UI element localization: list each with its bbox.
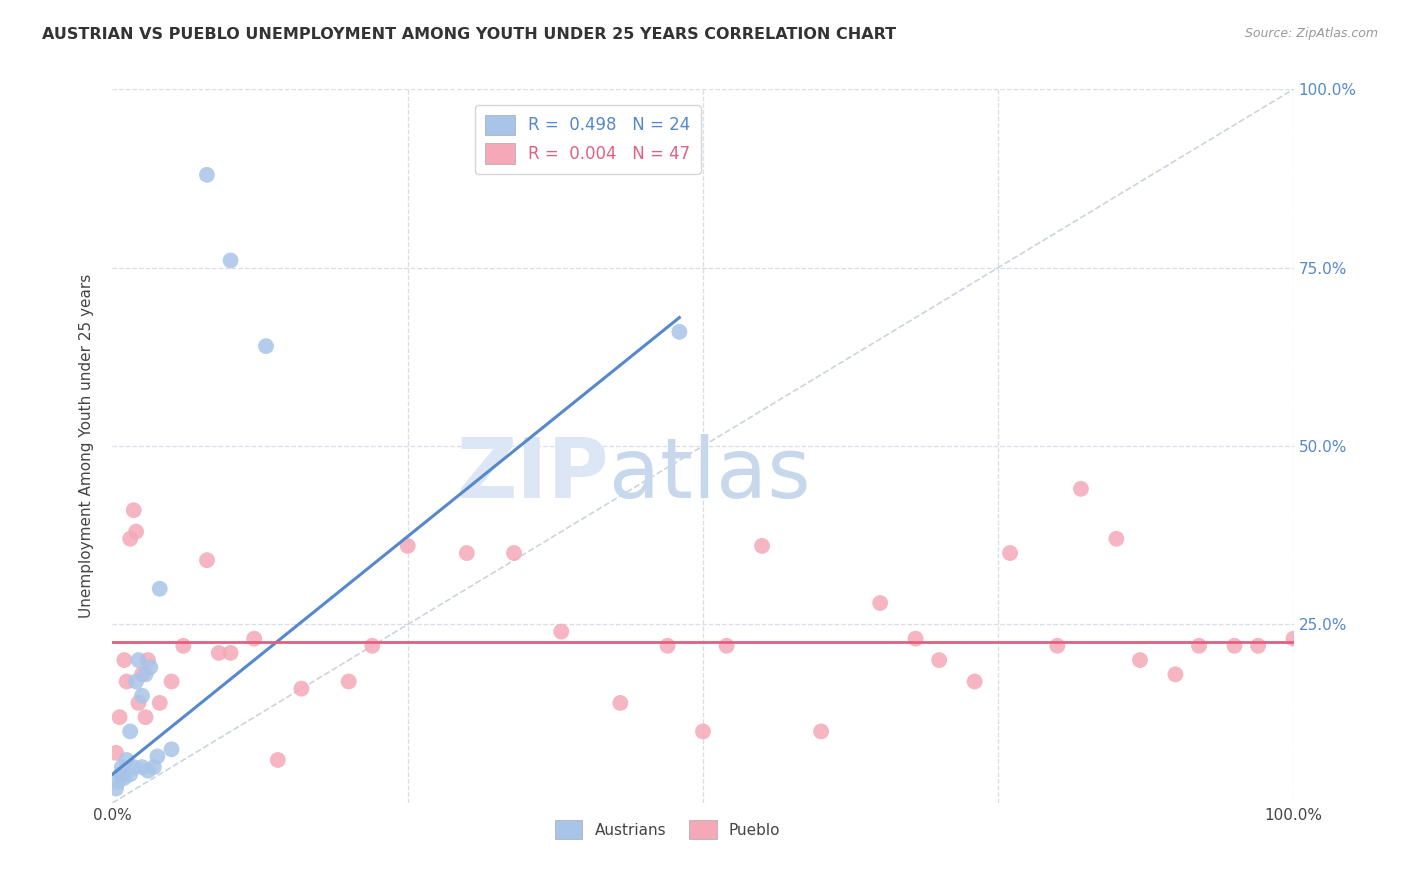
- Point: [396, 539, 419, 553]
- Point: [146, 749, 169, 764]
- Point: [110, 767, 132, 781]
- Point: [108, 710, 131, 724]
- Point: [112, 771, 135, 785]
- Point: [115, 753, 138, 767]
- Point: [1046, 639, 1069, 653]
- Point: [456, 546, 478, 560]
- Point: [1282, 632, 1305, 646]
- Point: [503, 546, 526, 560]
- Point: [135, 710, 157, 724]
- Legend: Austrians, Pueblo: Austrians, Pueblo: [548, 814, 786, 845]
- Point: [963, 674, 986, 689]
- Point: [1070, 482, 1092, 496]
- Point: [716, 639, 738, 653]
- Point: [928, 653, 950, 667]
- Point: [131, 760, 153, 774]
- Point: [243, 632, 266, 646]
- Point: [136, 764, 159, 778]
- Point: [550, 624, 572, 639]
- Point: [904, 632, 927, 646]
- Point: [149, 582, 172, 596]
- Point: [609, 696, 631, 710]
- Point: [105, 781, 128, 796]
- Point: [869, 596, 891, 610]
- Point: [127, 696, 149, 710]
- Point: [208, 646, 231, 660]
- Point: [998, 546, 1021, 560]
- Point: [219, 646, 242, 660]
- Point: [160, 674, 183, 689]
- Point: [125, 674, 148, 689]
- Point: [120, 532, 142, 546]
- Point: [149, 696, 172, 710]
- Point: [195, 553, 218, 567]
- Point: [1105, 532, 1128, 546]
- Point: [267, 753, 290, 767]
- Point: [107, 774, 129, 789]
- Point: [657, 639, 679, 653]
- Point: [139, 660, 162, 674]
- Point: [1188, 639, 1211, 653]
- Point: [361, 639, 384, 653]
- Text: AUSTRIAN VS PUEBLO UNEMPLOYMENT AMONG YOUTH UNDER 25 YEARS CORRELATION CHART: AUSTRIAN VS PUEBLO UNEMPLOYMENT AMONG YO…: [42, 27, 896, 42]
- Point: [136, 653, 159, 667]
- Text: ZIP: ZIP: [456, 434, 609, 515]
- Point: [195, 168, 218, 182]
- Y-axis label: Unemployment Among Youth under 25 years: Unemployment Among Youth under 25 years: [79, 274, 94, 618]
- Point: [1247, 639, 1270, 653]
- Point: [1223, 639, 1246, 653]
- Point: [290, 681, 312, 696]
- Text: Source: ZipAtlas.com: Source: ZipAtlas.com: [1244, 27, 1378, 40]
- Point: [111, 767, 134, 781]
- Point: [692, 724, 714, 739]
- Point: [127, 653, 149, 667]
- Point: [668, 325, 690, 339]
- Text: atlas: atlas: [609, 434, 810, 515]
- Point: [111, 760, 134, 774]
- Point: [131, 667, 153, 681]
- Point: [125, 524, 148, 539]
- Point: [142, 760, 165, 774]
- Point: [337, 674, 360, 689]
- Point: [160, 742, 183, 756]
- Point: [135, 667, 157, 681]
- Point: [115, 674, 138, 689]
- Point: [1164, 667, 1187, 681]
- Point: [172, 639, 194, 653]
- Point: [122, 760, 145, 774]
- Point: [105, 746, 128, 760]
- Point: [120, 724, 142, 739]
- Point: [751, 539, 773, 553]
- Point: [131, 689, 153, 703]
- Point: [254, 339, 277, 353]
- Point: [810, 724, 832, 739]
- Point: [120, 767, 142, 781]
- Point: [122, 503, 145, 517]
- Point: [112, 653, 135, 667]
- Point: [219, 253, 242, 268]
- Point: [1129, 653, 1152, 667]
